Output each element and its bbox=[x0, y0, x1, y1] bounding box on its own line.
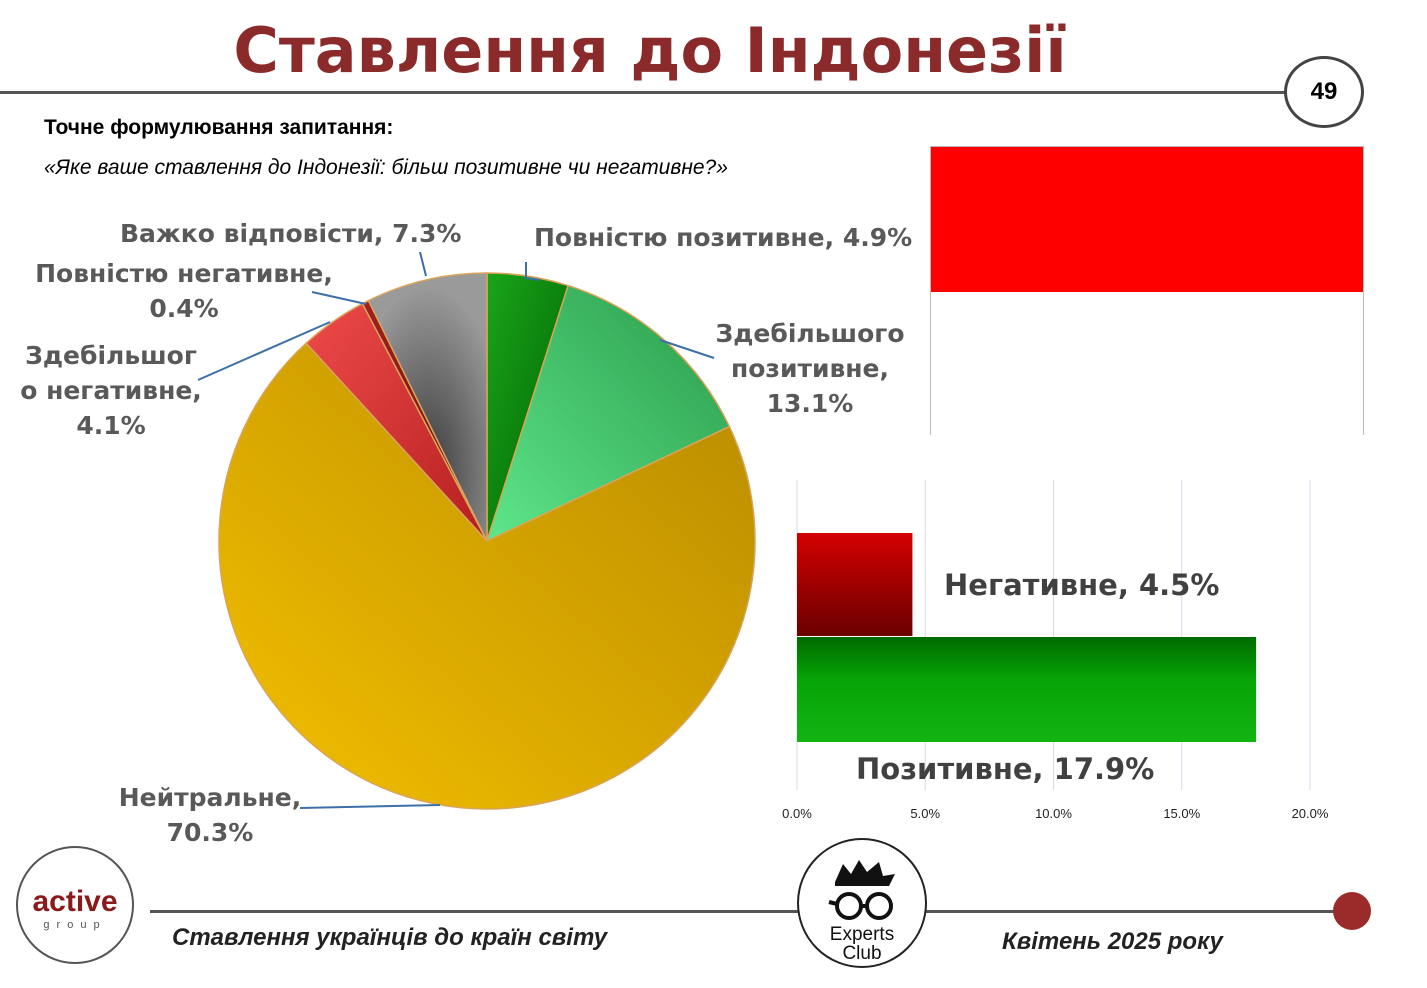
bar-negative bbox=[797, 533, 913, 636]
flag-white-stripe bbox=[931, 292, 1363, 436]
logo-group-text: group bbox=[43, 919, 106, 931]
footer-survey-title: Ставлення українців до країн світу bbox=[172, 924, 608, 951]
leader-line-dont-know bbox=[419, 251, 427, 277]
pie-slice-dont-know bbox=[367, 272, 488, 542]
bar-label-positive: Позитивне, 17.9% bbox=[856, 752, 1155, 786]
pie-slice-mostly-positive bbox=[485, 284, 731, 543]
indonesia-flag bbox=[930, 146, 1364, 436]
question-text: «Яке ваше ставлення до Індонезії: більш … bbox=[44, 156, 728, 179]
hair-icon bbox=[835, 860, 895, 886]
footer-date: Квітень 2025 року bbox=[1002, 928, 1223, 955]
pie-label-mostly-negative: Здебільшог о негативне, 4.1% bbox=[20, 341, 202, 440]
x-tick-label: 15.0% bbox=[1163, 806, 1201, 821]
active-group-logo: active group bbox=[16, 846, 134, 964]
leader-line-mostly-positive bbox=[659, 339, 715, 359]
bar-label-negative: Негативне, 4.5% bbox=[944, 568, 1220, 602]
logo-experts-text: Experts bbox=[830, 924, 894, 945]
leader-line-fully-negative bbox=[311, 291, 367, 305]
title-divider bbox=[0, 91, 1290, 94]
logo-club-text: Club bbox=[842, 943, 881, 964]
logo-active-text: active bbox=[32, 885, 117, 918]
pie-slice-neutral bbox=[218, 342, 756, 810]
x-tick-label: 0.0% bbox=[782, 806, 812, 821]
x-tick-label: 10.0% bbox=[1035, 806, 1072, 821]
flag-red-stripe bbox=[931, 147, 1363, 292]
page-number-badge: 49 bbox=[1284, 56, 1364, 128]
page-title: Ставлення до Індонезії bbox=[233, 14, 1067, 87]
pie-label-mostly-positive: Здебільшого позитивне, 13.1% bbox=[715, 319, 905, 418]
glasses-icon bbox=[835, 892, 863, 920]
pie-label-fully-positive: Повністю позитивне, 4.9% bbox=[534, 223, 913, 252]
question-label: Точне формулювання запитання: bbox=[44, 116, 394, 139]
bar-positive bbox=[797, 637, 1257, 742]
pie-label-neutral: Нейтральне, 70.3% bbox=[118, 783, 302, 847]
pie-label-dont-know: Важко відповісти, 7.3% bbox=[120, 219, 462, 248]
footer-accent-dot bbox=[1333, 892, 1371, 930]
experts-club-logo: Experts Club bbox=[797, 838, 927, 968]
leader-line-neutral bbox=[299, 804, 441, 809]
leader-line-fully-positive bbox=[525, 262, 541, 281]
x-tick-label: 5.0% bbox=[910, 806, 941, 821]
pie-label-fully-negative: Повністю негативне, 0.4% bbox=[35, 259, 333, 323]
x-tick-label: 20.0% bbox=[1291, 806, 1329, 821]
footer-divider bbox=[150, 910, 1360, 913]
leader-line-mostly-negative bbox=[197, 321, 331, 381]
